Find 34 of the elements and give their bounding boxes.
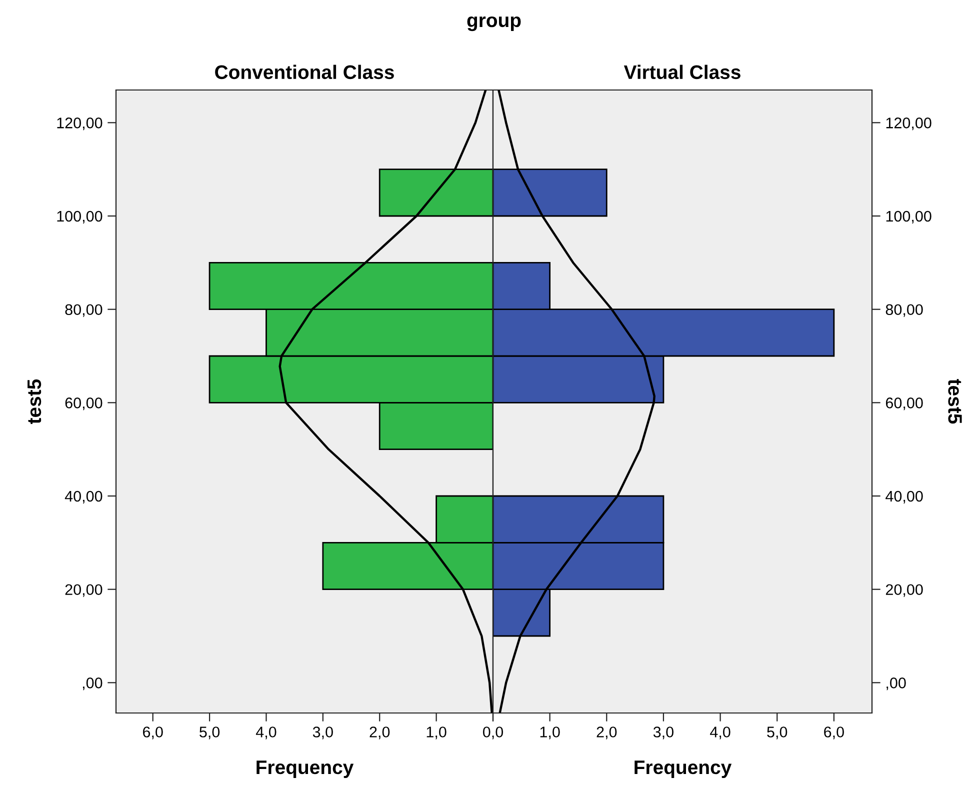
y-tick-label: 20,00: [886, 584, 923, 597]
x-tick-label: 6,0: [143, 726, 163, 740]
y-tick-label: 120,00: [886, 118, 932, 130]
x-axis-title: Frequency: [256, 760, 354, 778]
x-tick-label: 6,0: [824, 726, 844, 740]
y-tick-label: 100,00: [886, 210, 932, 224]
y-tick-label: 80,00: [65, 304, 102, 317]
x-tick-label: 5,0: [200, 726, 220, 740]
x-tick-label: 1,0: [540, 726, 560, 740]
y-tick-label: 80,00: [886, 304, 923, 317]
text: group: [467, 16, 521, 32]
y-tick-label: ,00: [886, 678, 906, 690]
y-tick-label: 60,00: [65, 398, 102, 410]
x-tick-label: 0,0: [482, 726, 504, 740]
y-tick-label: 40,00: [886, 490, 923, 504]
x-tick-label: 2,0: [596, 726, 617, 740]
y-tick-label: 20,00: [65, 584, 102, 597]
y-tick-label: 100,00: [57, 210, 102, 224]
x-tick-label: 4,0: [256, 726, 276, 740]
x-tick-label: 3,0: [653, 726, 674, 740]
y-tick-label: 120,00: [57, 118, 102, 130]
x-tick-label: 5,0: [767, 726, 788, 740]
x-tick-label: 3,0: [312, 726, 333, 740]
chart-title: Virtual Class: [624, 64, 740, 80]
y-axis-title: test5: [28, 379, 42, 424]
x-tick-label: 1,0: [426, 726, 446, 740]
y-tick-label: 40,00: [64, 490, 102, 504]
chart-title: Conventional Class: [215, 64, 394, 80]
x-tick-label: 2,0: [370, 726, 390, 740]
y-tick-label: 60,00: [886, 398, 923, 410]
y-axis-title: test5: [948, 379, 962, 424]
y-tick-label: ,00: [82, 678, 102, 690]
x-tick-label: 4,0: [710, 726, 730, 740]
x-axis-title: Frequency: [634, 760, 732, 778]
